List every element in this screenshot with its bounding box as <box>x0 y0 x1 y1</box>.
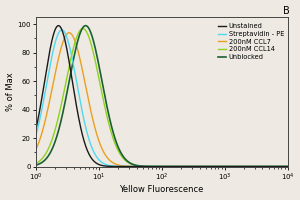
200nM CCL7 <box>148 165 152 168</box>
Unstained <box>148 165 152 168</box>
200nM CCL14 <box>79 29 82 31</box>
200nM CCL7 <box>224 165 227 168</box>
Unstained <box>34 129 38 131</box>
200nM CCL7 <box>286 165 289 168</box>
Unstained <box>286 165 289 168</box>
200nM CCL7 <box>34 149 38 151</box>
Line: Unstained: Unstained <box>36 26 287 167</box>
200nM CCL14 <box>81 27 85 30</box>
200nM CCL14 <box>286 165 289 168</box>
Streptavidin-PE <box>148 165 152 168</box>
200nM CCL14 <box>224 165 227 168</box>
Streptavidin-PE <box>34 135 38 137</box>
200nM CCL7 <box>183 165 186 168</box>
Unblocked <box>286 165 289 168</box>
Unstained <box>224 165 227 168</box>
Streptavidin-PE <box>99 160 103 163</box>
Unstained <box>99 164 103 166</box>
Streptavidin-PE <box>60 29 64 31</box>
Unstained <box>57 24 60 27</box>
Line: 200nM CCL7: 200nM CCL7 <box>36 33 287 167</box>
Line: Streptavidin-PE: Streptavidin-PE <box>36 30 287 167</box>
Streptavidin-PE <box>224 165 227 168</box>
Line: 200nM CCL14: 200nM CCL14 <box>36 28 287 167</box>
X-axis label: Yellow Fluorescence: Yellow Fluorescence <box>119 185 204 194</box>
200nM CCL14 <box>99 87 103 89</box>
200nM CCL7 <box>68 32 71 34</box>
Unstained <box>183 165 186 168</box>
Unblocked <box>224 165 227 168</box>
200nM CCL7 <box>99 145 103 147</box>
Line: Unblocked: Unblocked <box>36 26 287 167</box>
Y-axis label: % of Max: % of Max <box>6 72 15 111</box>
Unblocked <box>183 165 186 168</box>
Streptavidin-PE <box>183 165 186 168</box>
Unblocked <box>99 74 103 77</box>
Unstained <box>202 165 206 168</box>
200nM CCL14 <box>202 165 206 168</box>
200nM CCL7 <box>79 61 83 63</box>
Streptavidin-PE <box>286 165 289 168</box>
Unblocked <box>84 24 88 27</box>
Legend: Unstained, Streptavidin - PE, 200nM CCL7, 200nM CCL14, Unblocked: Unstained, Streptavidin - PE, 200nM CCL7… <box>218 23 284 60</box>
Text: B: B <box>283 6 290 16</box>
200nM CCL7 <box>202 165 206 168</box>
Unblocked <box>148 165 152 168</box>
Unstained <box>79 126 83 129</box>
Unblocked <box>34 164 38 166</box>
200nM CCL14 <box>34 162 38 165</box>
Streptavidin-PE <box>79 103 83 105</box>
Unblocked <box>79 32 82 34</box>
200nM CCL14 <box>183 165 186 168</box>
Unblocked <box>202 165 206 168</box>
200nM CCL14 <box>148 165 152 168</box>
Streptavidin-PE <box>202 165 206 168</box>
